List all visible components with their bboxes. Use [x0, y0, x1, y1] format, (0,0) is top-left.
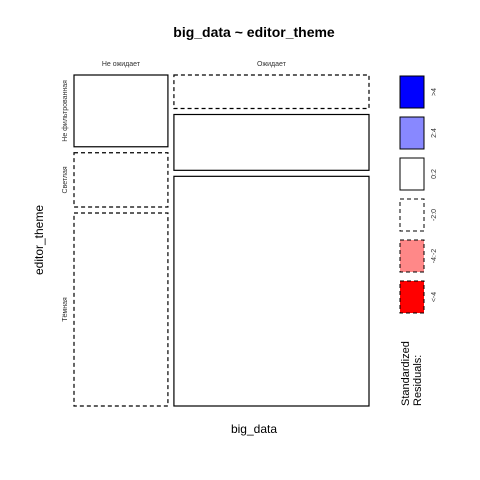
legend-swatch-4: [399, 239, 425, 273]
y-axis-label: editor_theme: [32, 205, 46, 275]
y-category-labels: Не фильтрованная Светлая Тёмная: [62, 80, 69, 322]
mosaic-tile-0-2: [73, 212, 169, 407]
mosaic-tile-1-1: [173, 113, 370, 171]
legend-swatch-3: [399, 198, 425, 232]
legend-label-5: <-4: [431, 292, 438, 302]
mosaic-tile-1-2: [173, 175, 370, 407]
y-category-label-0: Не фильтрованная: [62, 80, 69, 142]
x-axis-label: big_data: [231, 422, 277, 436]
legend-label-4: -4:-2: [431, 249, 438, 264]
mosaic-tiles: [73, 74, 370, 407]
y-category-label-2: Тёмная: [62, 297, 69, 322]
mosaic-tile-0-1: [73, 152, 169, 208]
legend-swatch-5: [399, 280, 425, 314]
legend-label-2: 0:2: [431, 169, 438, 179]
y-category-label-1: Светлая: [62, 166, 69, 193]
mosaic-tile-0-0: [73, 74, 169, 148]
legend-label-3: -2:0: [431, 209, 438, 221]
legend-swatch-2: [399, 157, 425, 191]
legend-label-1: 2:4: [431, 128, 438, 138]
mosaic-tile-1-0: [173, 74, 370, 110]
legend-swatch-0: [399, 75, 425, 109]
legend-title-line-2: Residuals:: [412, 355, 424, 406]
legend-title-line-1: Standardized: [400, 341, 412, 406]
x-category-labels: Не ожидает Ожидает: [102, 61, 287, 68]
chart-title: big_data ~ editor_theme: [173, 24, 335, 40]
legend-swatch-1: [399, 116, 425, 150]
residuals-legend: >4 2:4 0:2 -2:0 -4:-2 <-4 Standardized Residu…: [399, 75, 438, 406]
legend-label-0: >4: [431, 88, 438, 96]
x-category-label-0: Не ожидает: [102, 61, 141, 68]
x-category-label-1: Ожидает: [257, 61, 287, 68]
legend-title: Standardized Residuals:: [400, 338, 424, 406]
